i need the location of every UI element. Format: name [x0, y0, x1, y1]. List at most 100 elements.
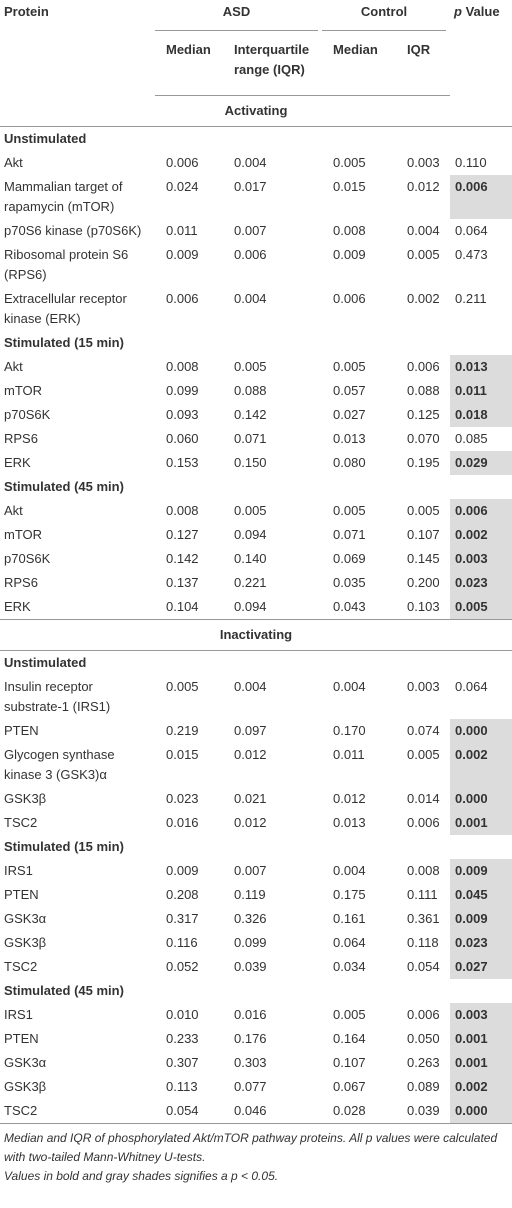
p-value-cell: 0.045	[450, 883, 512, 907]
data-row: Akt 0.008 0.005 0.005 0.005 0.006	[0, 499, 512, 523]
value-cell: 0.004	[234, 291, 267, 306]
value-cell: 0.002	[407, 291, 440, 306]
p-value-cell: 0.006	[450, 499, 512, 523]
value-cell: 0.011	[333, 747, 365, 762]
protein-cell: GSK3α	[4, 1055, 47, 1070]
value-cell: 0.015	[333, 179, 366, 194]
value-cell: 0.303	[234, 1055, 267, 1070]
value-cell: 0.005	[234, 359, 267, 374]
protein-cell: GSK3α	[4, 911, 47, 926]
value-cell: 0.089	[407, 1079, 440, 1094]
data-row: RPS6 0.137 0.221 0.035 0.200 0.023	[0, 571, 512, 595]
value-cell: 0.099	[166, 383, 199, 398]
value-cell: 0.127	[166, 527, 199, 542]
value-cell: 0.003	[407, 155, 440, 170]
value-cell: 0.317	[166, 911, 199, 926]
value-cell: 0.050	[407, 1031, 440, 1046]
value-cell: 0.006	[407, 1007, 440, 1022]
value-cell: 0.071	[333, 527, 366, 542]
protein-cell: TSC2	[0, 1099, 155, 1124]
protein-cell: p70S6K	[4, 407, 51, 422]
protein-cell: PTEN	[4, 1031, 39, 1046]
p-header: p Value	[450, 0, 512, 96]
value-cell: 0.006	[234, 247, 267, 262]
p-value-cell: 0.029	[450, 451, 512, 475]
value-cell: 0.024	[166, 179, 199, 194]
group-title: Stimulated (15 min)	[4, 335, 124, 350]
p-value-cell: 0.002	[450, 743, 512, 787]
protein-cell: GSK3β	[4, 791, 47, 806]
protein-cell: Extracellular receptor kinase (ERK)	[4, 291, 127, 326]
group-title: Stimulated (45 min)	[4, 479, 124, 494]
value-cell: 0.004	[407, 223, 440, 238]
footnote-line: Values in bold and gray shades signifies…	[4, 1169, 279, 1183]
data-row: GSK3α 0.307 0.303 0.107 0.263 0.001	[0, 1051, 512, 1075]
protein-cell: PTEN	[4, 723, 39, 738]
value-cell: 0.017	[234, 179, 267, 194]
p-label: Value	[465, 4, 500, 19]
value-cell: 0.008	[407, 863, 440, 878]
p-value-cell: 0.002	[450, 1075, 512, 1099]
p-value-cell: 0.110	[455, 155, 487, 170]
data-row: ERK 0.153 0.150 0.080 0.195 0.029	[0, 451, 512, 475]
value-cell: 0.004	[234, 679, 267, 694]
value-cell: 0.005	[407, 503, 440, 518]
p-value-cell: 0.085	[455, 431, 488, 446]
value-cell: 0.028	[322, 1099, 393, 1124]
protein-cell: TSC2	[4, 959, 38, 974]
value-cell: 0.014	[407, 791, 440, 806]
data-row: IRS1 0.010 0.016 0.005 0.006 0.003	[0, 1003, 512, 1027]
value-cell: 0.005	[333, 503, 366, 518]
value-cell: 0.008	[166, 359, 199, 374]
header-row: Protein ASD Control p Value	[0, 0, 512, 38]
data-row: p70S6 kinase (p70S6K) 0.011 0.007 0.008 0.00…	[0, 219, 512, 243]
p-value-cell: 0.000	[450, 719, 512, 743]
value-cell: 0.005	[333, 155, 366, 170]
value-cell: 0.015	[166, 747, 199, 762]
value-cell: 0.009	[166, 247, 199, 262]
section-row: Activating	[0, 95, 512, 127]
protein-cell: Glycogen synthase kinase 3 (GSK3)α	[4, 747, 115, 782]
p-value-cell: 0.005	[450, 595, 512, 620]
data-row: mTOR 0.099 0.088 0.057 0.088 0.011	[0, 379, 512, 403]
value-cell: 0.175	[333, 887, 366, 902]
value-cell: 0.012	[234, 747, 267, 762]
value-cell: 0.012	[333, 791, 366, 806]
value-cell: 0.023	[166, 791, 199, 806]
value-cell: 0.142	[234, 407, 267, 422]
p-value-cell: 0.001	[450, 811, 512, 835]
protein-cell: RPS6	[4, 575, 38, 590]
data-row: PTEN 0.219 0.097 0.170 0.074 0.000	[0, 719, 512, 743]
data-row: TSC2 0.052 0.039 0.034 0.054 0.027	[0, 955, 512, 979]
data-table: Protein ASD Control p Value Median Inter…	[0, 0, 512, 1124]
value-cell: 0.039	[234, 959, 267, 974]
data-row: ERK 0.104 0.094 0.043 0.103 0.005	[0, 595, 512, 620]
value-cell: 0.069	[333, 551, 366, 566]
value-cell: 0.140	[234, 551, 267, 566]
p-value-cell: 0.064	[455, 679, 488, 694]
group-row: Stimulated (15 min)	[0, 835, 512, 859]
value-cell: 0.008	[333, 223, 366, 238]
value-cell: 0.099	[234, 935, 267, 950]
data-row: Glycogen synthase kinase 3 (GSK3)α 0.015 0…	[0, 743, 512, 787]
value-cell: 0.006	[333, 291, 366, 306]
value-cell: 0.326	[234, 911, 267, 926]
value-cell: 0.195	[407, 455, 440, 470]
group-row: Unstimulated	[0, 127, 512, 152]
p-value-cell: 0.001	[450, 1051, 512, 1075]
value-cell: 0.080	[333, 455, 366, 470]
data-row: p70S6K 0.142 0.140 0.069 0.145 0.003	[0, 547, 512, 571]
value-cell: 0.006	[166, 291, 199, 306]
value-cell: 0.009	[333, 247, 366, 262]
value-cell: 0.077	[234, 1079, 267, 1094]
p-value-cell: 0.009	[450, 907, 512, 931]
protein-cell: p70S6K	[4, 551, 51, 566]
value-cell: 0.221	[234, 575, 267, 590]
value-cell: 0.094	[234, 527, 267, 542]
value-cell: 0.057	[333, 383, 366, 398]
p-value-cell: 0.473	[455, 247, 488, 262]
section-row: Inactivating	[0, 619, 512, 651]
value-cell: 0.070	[407, 431, 440, 446]
value-cell: 0.005	[333, 359, 366, 374]
footnote: Median and IQR of phosphorylated Akt/mTO…	[0, 1124, 512, 1186]
